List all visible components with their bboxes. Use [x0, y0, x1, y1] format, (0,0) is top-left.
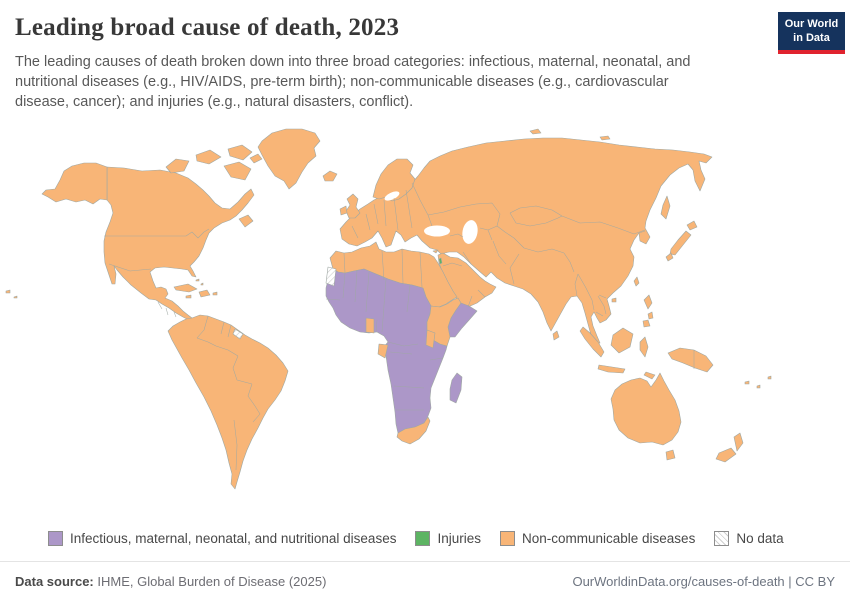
owid-logo-text: Our World in Data	[778, 12, 845, 50]
page-title: Leading broad cause of death, 2023	[15, 14, 400, 41]
region-oceania[interactable]	[579, 294, 772, 463]
legend-swatch-nodata	[714, 531, 730, 546]
region-eurasia[interactable]	[322, 128, 713, 345]
data-source-label: Data source:	[15, 573, 94, 589]
legend-label-infectious: Infectious, maternal, neonatal, and nutr…	[70, 531, 397, 546]
footer-link[interactable]: OurWorldinData.org/causes-of-death | CC …	[572, 573, 835, 589]
region-south-america[interactable]	[167, 314, 289, 490]
legend-item-nodata[interactable]: No data	[714, 531, 784, 546]
legend-label-ncd: Non-communicable diseases	[521, 531, 696, 546]
region-north-america[interactable]	[5, 128, 321, 321]
owid-logo[interactable]: Our World in Data	[778, 12, 845, 54]
region-western-sahara-nodata[interactable]	[325, 266, 337, 287]
map-legend: Infectious, maternal, neonatal, and nutr…	[48, 531, 784, 546]
chart-header: Leading broad cause of death, 2023 The l…	[15, 14, 765, 112]
legend-swatch-infectious	[48, 531, 63, 546]
region-horn-of-africa[interactable]	[365, 297, 462, 445]
country-borders	[104, 182, 695, 471]
legend-item-injuries[interactable]: Injuries	[415, 531, 481, 546]
data-source-value: IHME, Global Burden of Disease (2025)	[93, 573, 327, 589]
owid-logo-redbar	[778, 50, 845, 54]
data-source: Data source: IHME, Global Burden of Dise…	[15, 574, 326, 589]
chart-subtitle: The leading causes of death broken down …	[15, 54, 691, 110]
legend-swatch-ncd	[499, 531, 515, 546]
legend-swatch-injuries	[415, 531, 431, 546]
legend-label-injuries: Injuries	[437, 531, 481, 546]
legend-item-infectious[interactable]: Infectious, maternal, neonatal, and nutr…	[48, 531, 396, 546]
inland-seas	[384, 191, 478, 244]
chart-footer: Data source: IHME, Global Burden of Dise…	[0, 561, 850, 600]
legend-item-ncd[interactable]: Non-communicable diseases	[499, 531, 696, 546]
region-palestine-injuries[interactable]	[438, 257, 443, 265]
region-french-guiana-nodata[interactable]	[232, 328, 244, 340]
legend-label-nodata: No data	[736, 531, 784, 546]
